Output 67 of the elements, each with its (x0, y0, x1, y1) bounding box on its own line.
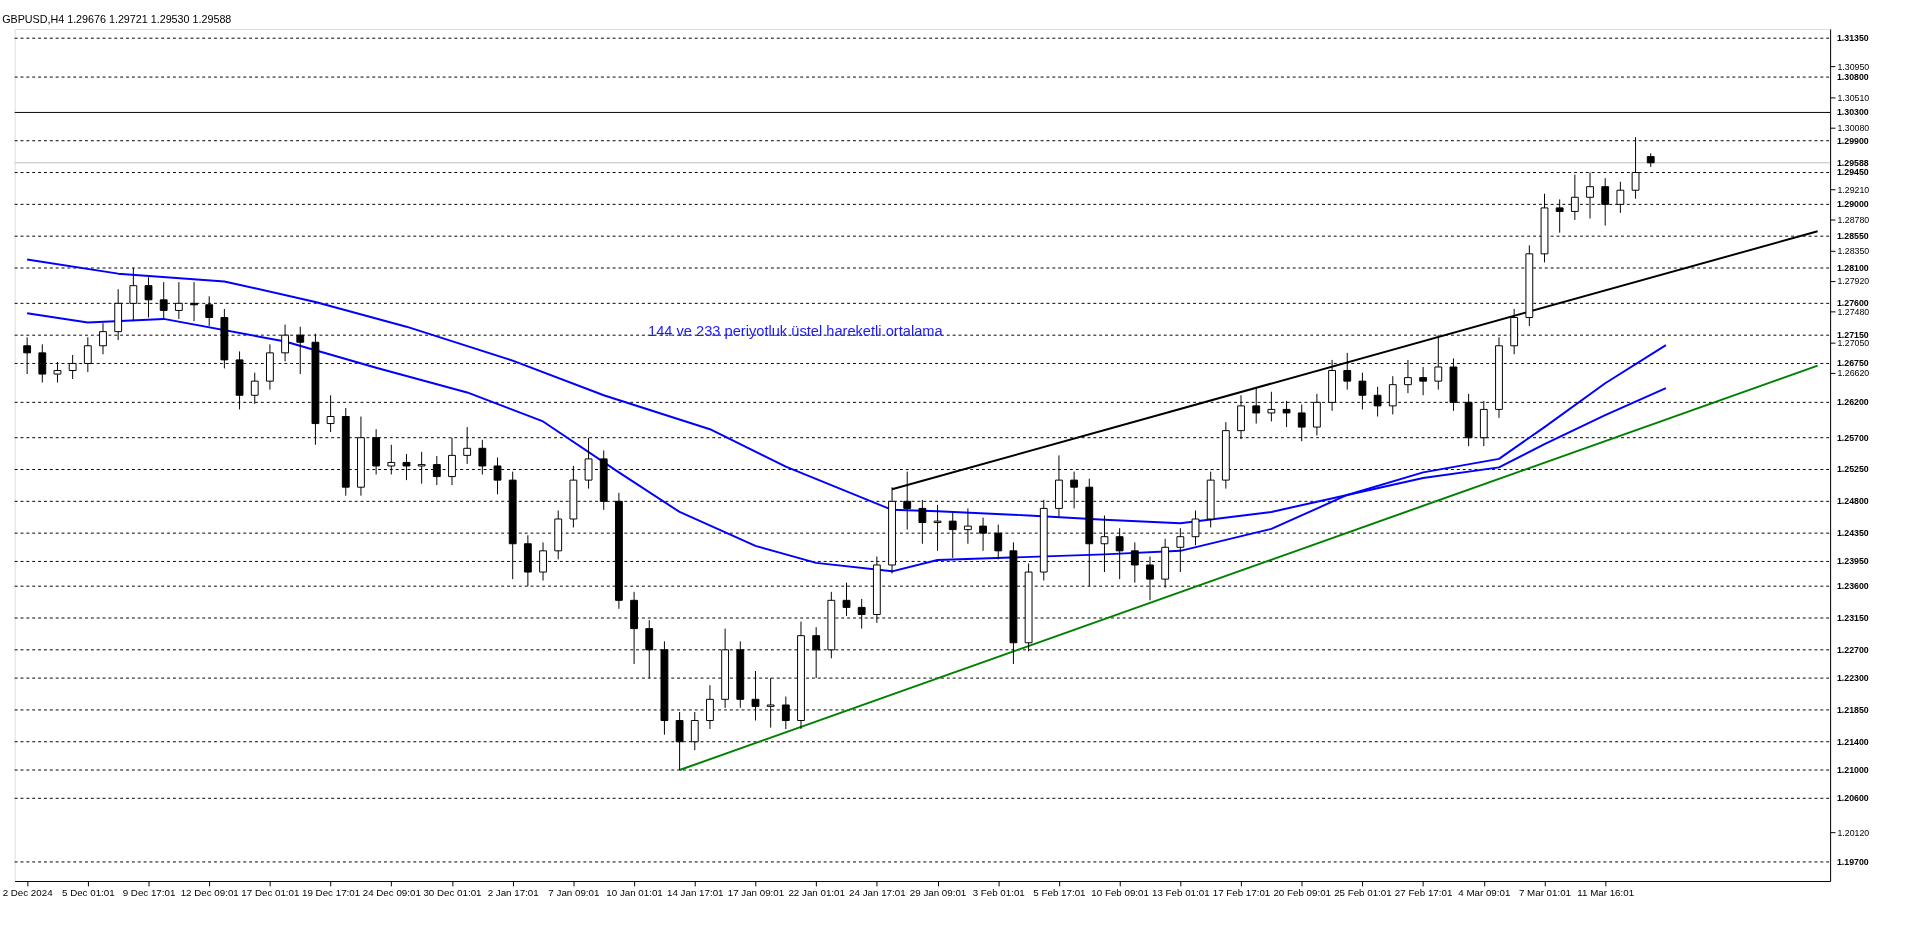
ref-line-label: 1.26750 (1836, 358, 1869, 369)
ref-line-label: 1.23600 (1836, 581, 1869, 592)
x-tick-label: 4 Mar 09:01 (1458, 887, 1511, 899)
annotation: 144 ve 233 periyotluk üstel hareketli ortalama (648, 323, 944, 340)
x-tick-label: 17 Dec 01:01 (241, 887, 300, 899)
x-tick-label: 24 Jan 17:01 (849, 887, 906, 899)
ref-line-label: 1.21000 (1836, 764, 1869, 775)
x-tick-label: 20 Feb 09:01 (1273, 887, 1331, 899)
ref-line-label: 1.20600 (1836, 793, 1869, 804)
x-tick-label: 19 Dec 17:01 (302, 887, 361, 899)
ref-line-label: 1.22300 (1836, 673, 1869, 684)
x-tick-label: 7 Mar 01:01 (1518, 887, 1572, 899)
ref-line-label: 1.21400 (1836, 736, 1869, 747)
x-tick-label: 27 Feb 17:01 (1394, 887, 1453, 899)
y-tick-label: 1.26620 (1837, 368, 1870, 379)
ref-line-label: 1.26200 (1836, 397, 1869, 408)
ref-line-label: 1.25250 (1836, 464, 1869, 475)
ref-line-label: 1.28550 (1836, 231, 1869, 242)
x-tick-label: 13 Feb 01:01 (1152, 887, 1210, 899)
ref-line-label: 1.29900 (1836, 135, 1869, 146)
x-tick-label: 5 Dec 01:01 (61, 887, 115, 899)
x-tick-label: 25 Feb 01:01 (1334, 887, 1392, 899)
x-tick-label: 17 Jan 09:01 (727, 887, 785, 899)
x-tick-label: 24 Dec 09:01 (362, 887, 421, 899)
ref-line-label: 1.19700 (1836, 856, 1869, 867)
y-tick-label: 1.30080 (1837, 123, 1870, 134)
y-tick-label: 1.30510 (1837, 93, 1870, 104)
ref-line-label: 1.23950 (1836, 556, 1869, 567)
x-tick-label: 2 Jan 17:01 (487, 887, 539, 899)
x-tick-label: 12 Dec 09:01 (180, 887, 239, 899)
ref-line-label: 1.22700 (1836, 644, 1869, 655)
y-tick-label: 1.28350 (1837, 245, 1870, 256)
ref-line-label: 1.30300 (1836, 107, 1869, 118)
x-tick-label: 7 Jan 09:01 (548, 887, 600, 899)
ref-line-label: 1.23150 (1836, 612, 1869, 623)
ref-line-label: 1.24800 (1836, 496, 1869, 507)
y-tick-label: 1.29210 (1837, 184, 1870, 195)
y-tick-label: 1.27920 (1837, 276, 1870, 287)
x-tick-label: 9 Dec 17:01 (122, 887, 176, 899)
ref-line-label: 1.29588 (1836, 157, 1869, 168)
candlestick (1191, 510, 1200, 546)
x-tick-label: 10 Jan 01:01 (606, 887, 663, 899)
candlestick (1419, 366, 1428, 396)
x-tick-label: 3 Feb 01:01 (972, 887, 1025, 899)
x-tick-label: 11 Mar 16:01 (1577, 887, 1635, 899)
ref-line-label: 1.21850 (1836, 704, 1869, 715)
ref-line-label: 1.31350 (1836, 33, 1869, 44)
ref-line-label: 1.27600 (1836, 298, 1869, 309)
x-tick-label: 22 Jan 01:01 (788, 887, 845, 899)
x-tick-label: 10 Feb 09:01 (1091, 887, 1149, 899)
ref-line-label: 1.29000 (1836, 199, 1869, 210)
ref-line-label: 1.30800 (1836, 72, 1869, 83)
ref-line-label: 1.29450 (1836, 167, 1869, 178)
x-tick-label: 30 Dec 01:01 (423, 887, 482, 899)
x-tick-label: 17 Feb 17:01 (1212, 887, 1271, 899)
y-tick-label: 1.30950 (1837, 61, 1870, 72)
chart-title: GBPUSD,H4 1.29676 1.29721 1.29530 1.29588 (2, 13, 232, 26)
ref-line-label: 1.25700 (1836, 432, 1869, 443)
x-tick-label: 2 Dec 2024 (2, 887, 54, 899)
ref-line-label: 1.28100 (1836, 262, 1869, 273)
y-tick-label: 1.20120 (1837, 827, 1870, 838)
x-tick-label: 5 Feb 17:01 (1033, 887, 1086, 899)
ref-line-label: 1.24350 (1836, 528, 1869, 539)
y-tick-label: 1.28780 (1837, 215, 1870, 226)
x-tick-label: 29 Jan 09:01 (909, 887, 967, 899)
x-tick-label: 14 Jan 17:01 (667, 887, 724, 899)
y-tick-label: 1.27480 (1837, 307, 1870, 318)
